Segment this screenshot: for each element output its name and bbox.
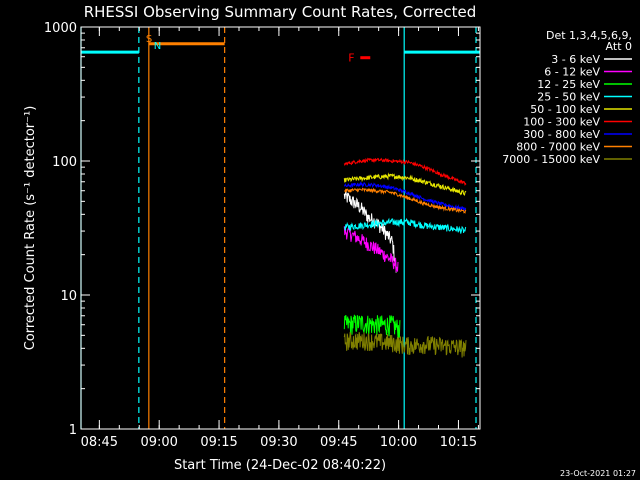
chart-title: RHESSI Observing Summary Count Rates, Co… xyxy=(84,3,477,21)
legend-label-2: 12 - 25 keV xyxy=(537,78,600,91)
series-line-4 xyxy=(343,172,467,196)
x-tick-label: 10:15 xyxy=(440,435,477,450)
x-tick-label: 09:00 xyxy=(140,435,177,450)
legend-label-3: 25 - 50 keV xyxy=(537,91,600,104)
state-bar-label-3: F xyxy=(348,52,354,65)
legend-label-6: 300 - 800 keV xyxy=(523,128,600,141)
marker-s: S xyxy=(146,34,152,45)
y-tick-label: 1000 xyxy=(44,21,77,36)
x-axis-label: Start Time (24-Dec-02 08:40:22) xyxy=(174,458,386,473)
legend-header-0: Det 1,3,4,5,6,9, xyxy=(546,29,632,42)
series-line-5 xyxy=(343,157,467,187)
legend-label-0: 3 - 6 keV xyxy=(551,53,600,66)
series-line-6 xyxy=(343,181,467,211)
legend-label-7: 800 - 7000 keV xyxy=(516,141,600,154)
legend-label-4: 50 - 100 keV xyxy=(530,103,600,116)
series-line-3 xyxy=(343,217,467,234)
footer-timestamp: 23-Oct-2021 01:27 xyxy=(560,469,636,478)
legend-header-1: Att 0 xyxy=(606,40,632,53)
series-line-1 xyxy=(343,226,399,273)
x-tick-label: 09:45 xyxy=(320,435,357,450)
y-tick-label: 10 xyxy=(60,289,77,304)
plot-frame xyxy=(80,26,481,430)
x-tick-label: 09:30 xyxy=(260,435,297,450)
y-tick-label: 1 xyxy=(69,423,77,438)
x-tick-label: 09:15 xyxy=(200,435,237,450)
series-line-7 xyxy=(344,187,467,214)
legend-label-8: 7000 - 15000 keV xyxy=(502,153,600,166)
plot-area: F SN xyxy=(80,27,480,429)
marker-n: N xyxy=(154,41,161,52)
x-tick-label: 08:45 xyxy=(81,435,118,450)
series-line-2 xyxy=(343,314,401,340)
y-axis-label: Corrected Count Rate (s⁻¹ detector⁻¹) xyxy=(23,106,38,351)
series-line-8 xyxy=(343,331,467,358)
y-tick-label: 100 xyxy=(52,155,77,170)
legend-label-1: 6 - 12 keV xyxy=(544,66,600,79)
x-tick-label: 10:00 xyxy=(380,435,417,450)
legend-label-5: 100 - 300 keV xyxy=(523,116,600,129)
series-line-0 xyxy=(343,190,397,273)
axes: 1 10 100 1000 08:45 09:00 09:15 09:30 09:45 10:00… xyxy=(44,21,481,450)
